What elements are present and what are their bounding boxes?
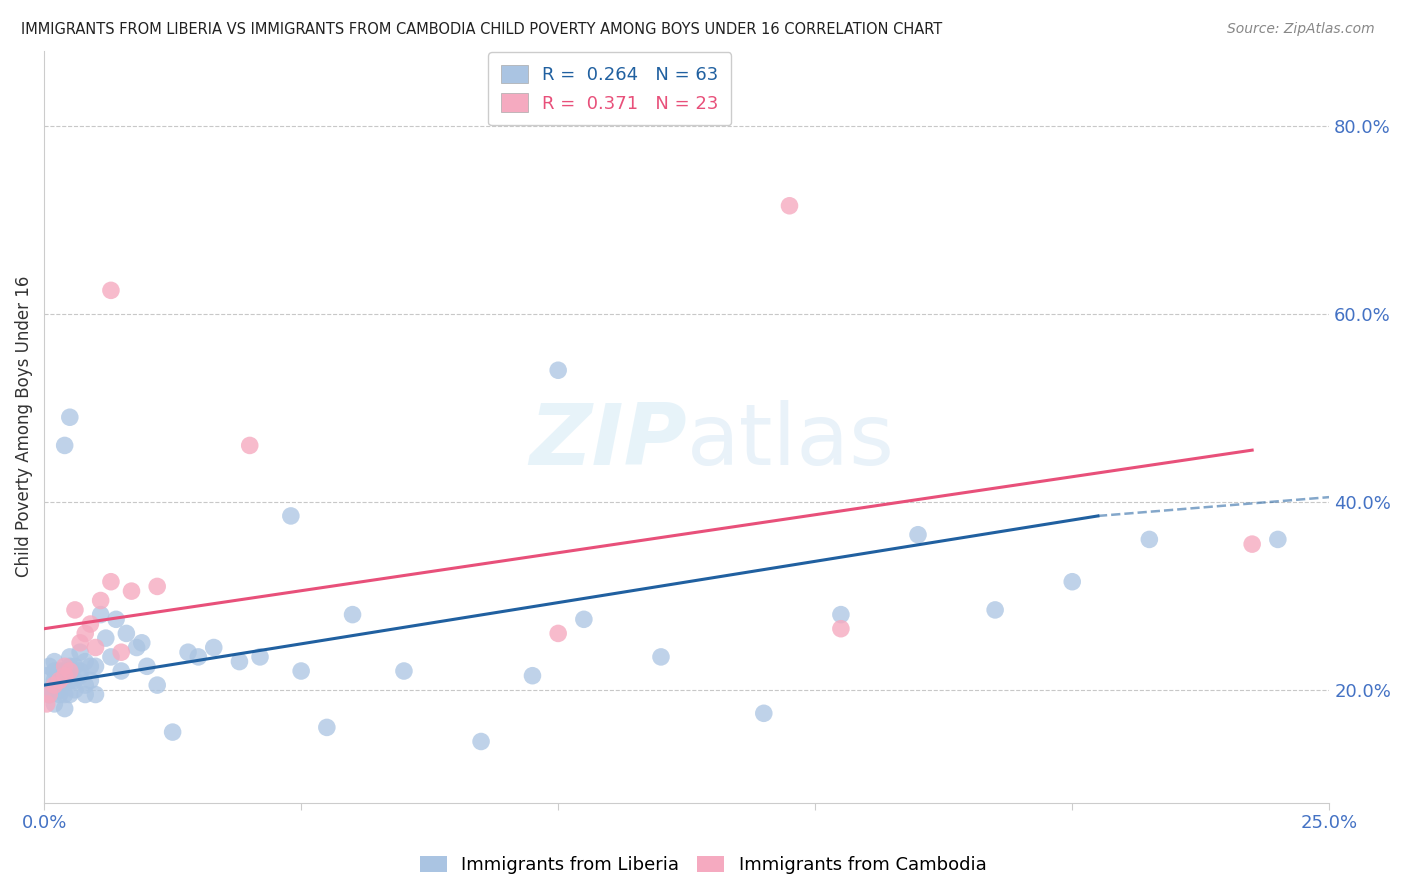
Point (44, 697, 66, 711)
Point (1267, 533, 1289, 547)
Point (48, 688, 70, 702)
Point (522, 669, 544, 683)
Point (1241, 537, 1264, 551)
Point (35, 697, 58, 711)
Point (280, 508, 302, 523)
Point (110, 664, 132, 678)
Point (779, 199, 801, 213)
Point (44, 673, 66, 688)
Text: IMMIGRANTS FROM LIBERIA VS IMMIGRANTS FROM CAMBODIA CHILD POVERTY AMONG BOYS UND: IMMIGRANTS FROM LIBERIA VS IMMIGRANTS FR… (21, 22, 942, 37)
Point (105, 612, 128, 626)
Point (44, 655, 66, 669)
Point (48, 682, 70, 697)
Point (125, 640, 148, 655)
Point (121, 584, 143, 599)
Point (53, 688, 76, 702)
Point (110, 645, 132, 659)
Point (63, 673, 86, 688)
Point (162, 725, 184, 739)
Point (69, 645, 91, 659)
Point (69, 636, 91, 650)
Point (84, 659, 107, 673)
Point (59, 688, 82, 702)
Point (48, 673, 70, 688)
Text: ZIP: ZIP (529, 401, 686, 483)
Point (69, 664, 91, 678)
Point (239, 438, 262, 452)
Point (38, 682, 60, 697)
Point (752, 706, 775, 721)
Point (249, 649, 271, 664)
Point (79, 617, 101, 632)
Point (146, 579, 169, 593)
Point (94, 631, 117, 645)
Text: Source: ZipAtlas.com: Source: ZipAtlas.com (1227, 22, 1375, 37)
Point (1062, 574, 1084, 589)
Point (187, 649, 209, 664)
Point (75, 678, 97, 692)
Point (59, 649, 82, 664)
Point (290, 664, 312, 678)
Legend: Immigrants from Liberia, Immigrants from Cambodia: Immigrants from Liberia, Immigrants from… (411, 847, 995, 883)
Point (44, 664, 66, 678)
Y-axis label: Child Poverty Among Boys Under 16: Child Poverty Among Boys Under 16 (15, 276, 32, 577)
Point (38, 659, 60, 673)
Point (830, 622, 852, 636)
Point (830, 607, 852, 622)
Point (38, 688, 60, 702)
Point (100, 574, 122, 589)
Point (75, 688, 97, 702)
Point (392, 664, 415, 678)
Point (53, 669, 76, 683)
Point (63, 659, 86, 673)
Point (59, 664, 82, 678)
Point (48, 664, 70, 678)
Point (131, 636, 153, 650)
Point (79, 659, 101, 673)
Point (53, 664, 76, 678)
Point (572, 612, 595, 626)
Point (63, 682, 86, 697)
Text: atlas: atlas (686, 401, 894, 483)
Point (75, 626, 97, 640)
Point (342, 607, 364, 622)
Point (79, 673, 101, 688)
Point (115, 626, 138, 640)
Point (547, 626, 569, 640)
Point (59, 410, 82, 425)
Point (1137, 533, 1160, 547)
Legend: R =  0.264   N = 63, R =  0.371   N = 23: R = 0.264 N = 63, R = 0.371 N = 23 (488, 53, 731, 125)
Point (547, 363, 569, 377)
Point (907, 527, 929, 541)
Point (53, 701, 76, 715)
Point (63, 603, 86, 617)
Point (84, 640, 107, 655)
Point (470, 734, 492, 748)
Point (650, 649, 672, 664)
Point (44, 678, 66, 692)
Point (53, 659, 76, 673)
Point (90, 607, 112, 622)
Point (315, 720, 337, 734)
Point (53, 673, 76, 688)
Point (100, 649, 122, 664)
Point (84, 688, 107, 702)
Point (53, 438, 76, 452)
Point (69, 669, 91, 683)
Point (75, 655, 97, 669)
Point (177, 645, 200, 659)
Point (202, 640, 225, 655)
Point (35, 669, 58, 683)
Point (135, 659, 157, 673)
Point (90, 593, 112, 607)
Point (984, 603, 1007, 617)
Point (59, 659, 82, 673)
Point (228, 655, 250, 669)
Point (59, 673, 82, 688)
Point (146, 678, 169, 692)
Point (38, 688, 60, 702)
Point (100, 284, 122, 298)
